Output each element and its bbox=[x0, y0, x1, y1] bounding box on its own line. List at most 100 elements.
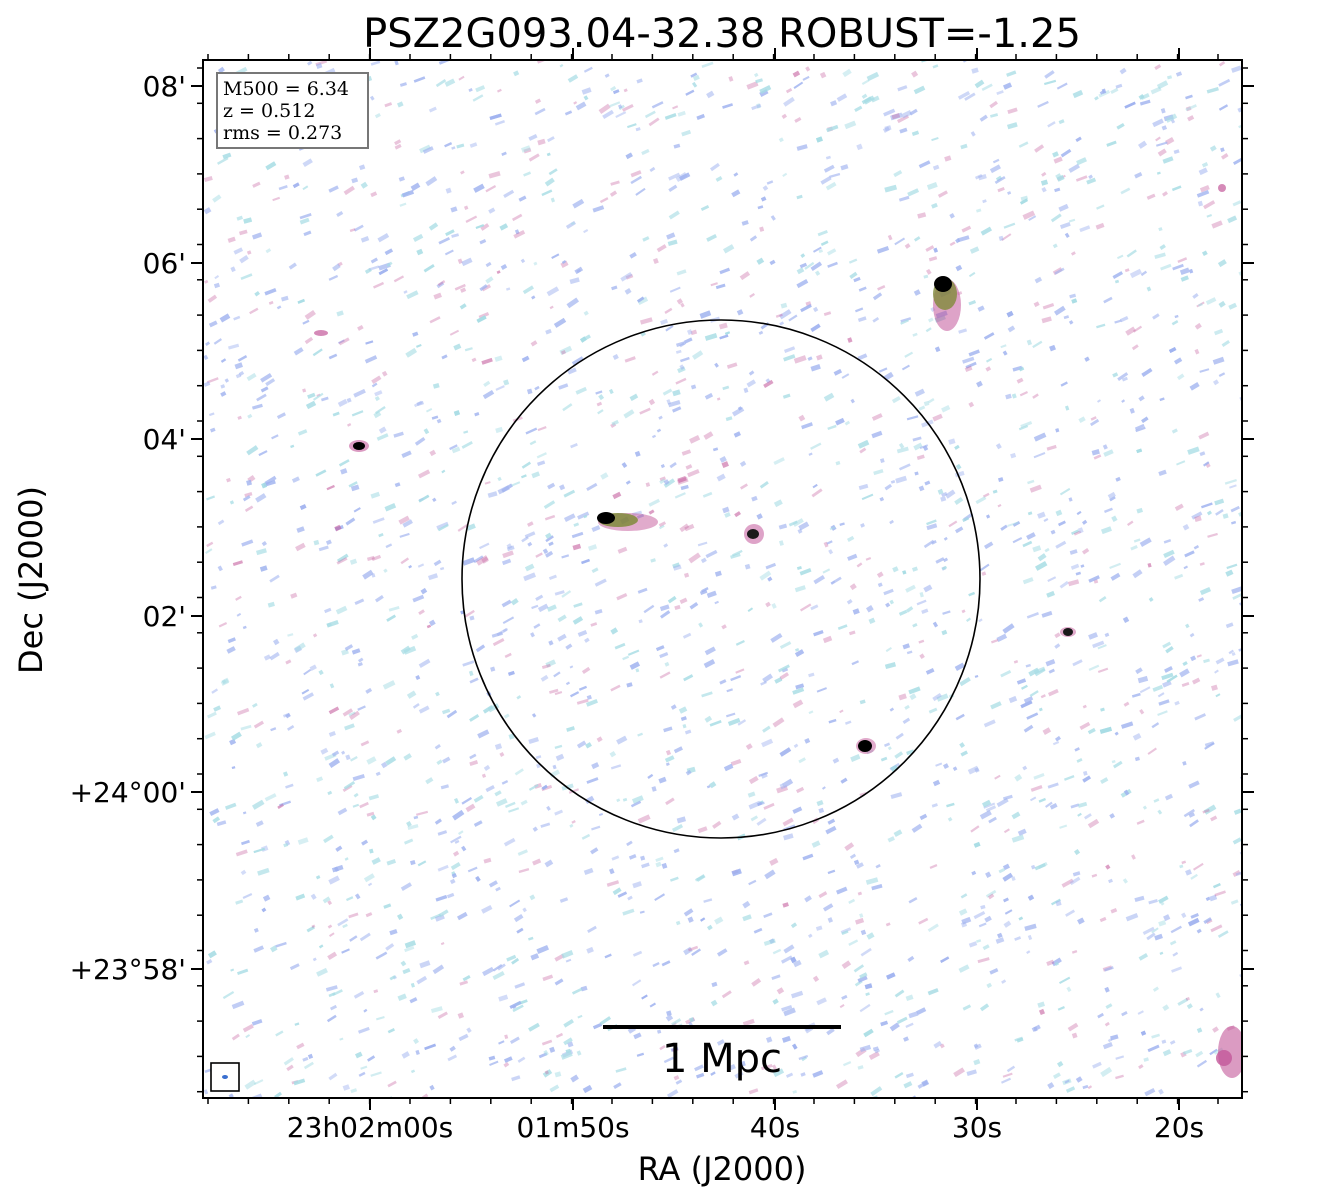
noise-speckle bbox=[666, 1010, 672, 1017]
x-axis-label: RA (J2000) bbox=[638, 1150, 807, 1188]
noise-speckle bbox=[667, 1089, 679, 1098]
noise-speckle bbox=[1002, 863, 1010, 871]
noise-speckle bbox=[696, 874, 706, 882]
noise-speckle bbox=[577, 629, 588, 637]
noise-speckle bbox=[714, 916, 724, 925]
noise-speckle bbox=[432, 497, 437, 502]
noise-speckle bbox=[328, 1072, 338, 1081]
noise-speckle bbox=[572, 543, 582, 551]
noise-speckle bbox=[808, 710, 814, 715]
noise-speckle bbox=[783, 833, 794, 841]
noise-speckle bbox=[598, 812, 604, 817]
noise-speckle bbox=[582, 1084, 593, 1094]
noise-speckle bbox=[1042, 302, 1055, 310]
noise-speckle bbox=[851, 660, 860, 666]
noise-speckle bbox=[555, 753, 565, 761]
noise-speckle bbox=[785, 88, 793, 94]
noise-speckle bbox=[857, 353, 868, 361]
noise-speckle bbox=[692, 350, 704, 360]
noise-speckle bbox=[969, 246, 980, 254]
noise-speckle bbox=[1054, 961, 1060, 966]
noise-speckle bbox=[612, 491, 622, 500]
noise-speckle bbox=[625, 152, 633, 160]
noise-speckle bbox=[1210, 924, 1223, 933]
noise-speckle bbox=[1126, 249, 1137, 258]
noise-speckle bbox=[1108, 878, 1113, 884]
noise-speckle bbox=[375, 771, 381, 777]
noise-speckle bbox=[825, 155, 831, 160]
noise-speckle bbox=[1194, 348, 1200, 355]
noise-speckle bbox=[663, 726, 673, 733]
noise-speckle bbox=[716, 473, 726, 482]
noise-speckle bbox=[236, 215, 243, 221]
noise-speckle bbox=[501, 599, 512, 608]
noise-speckle bbox=[560, 260, 569, 268]
noise-speckle bbox=[1162, 641, 1172, 649]
noise-speckle bbox=[578, 685, 588, 691]
noise-speckle bbox=[1097, 1012, 1104, 1019]
noise-speckle bbox=[659, 476, 666, 482]
noise-speckle bbox=[238, 370, 245, 377]
noise-speckle bbox=[1049, 344, 1056, 352]
noise-speckle bbox=[1011, 834, 1025, 843]
noise-speckle bbox=[1068, 218, 1076, 223]
noise-speckle bbox=[573, 522, 580, 527]
noise-speckle bbox=[1109, 496, 1116, 502]
noise-speckle bbox=[373, 281, 385, 289]
noise-speckle bbox=[374, 390, 383, 397]
noise-speckle bbox=[1186, 1003, 1193, 1010]
noise-speckle bbox=[1029, 690, 1039, 698]
noise-speckle bbox=[344, 723, 355, 731]
noise-speckle bbox=[355, 1051, 363, 1059]
noise-speckle bbox=[408, 565, 413, 569]
noise-speckle bbox=[1177, 257, 1188, 264]
noise-speckle bbox=[949, 241, 956, 247]
noise-speckle bbox=[497, 476, 502, 482]
noise-speckle bbox=[561, 259, 567, 264]
noise-speckle bbox=[340, 468, 348, 475]
noise-speckle bbox=[270, 945, 278, 953]
noise-speckle bbox=[235, 899, 244, 905]
noise-speckle bbox=[1046, 590, 1055, 598]
noise-speckle bbox=[748, 1088, 759, 1095]
noise-speckle bbox=[842, 68, 852, 78]
noise-speckle bbox=[1184, 550, 1195, 558]
noise-speckle bbox=[1159, 397, 1165, 402]
noise-speckle bbox=[297, 837, 309, 845]
noise-speckle bbox=[365, 687, 373, 694]
noise-speckle bbox=[1190, 873, 1198, 880]
noise-speckle bbox=[464, 205, 469, 210]
noise-speckle bbox=[1159, 244, 1166, 250]
noise-speckle bbox=[494, 743, 503, 750]
noise-speckle bbox=[252, 403, 263, 410]
noise-speckle bbox=[1007, 521, 1019, 527]
noise-speckle bbox=[889, 599, 894, 605]
noise-speckle bbox=[549, 1084, 560, 1093]
noise-speckle bbox=[715, 176, 723, 182]
noise-speckle bbox=[444, 142, 453, 148]
noise-speckle bbox=[682, 632, 692, 639]
noise-speckle bbox=[659, 651, 669, 659]
noise-speckle bbox=[917, 212, 927, 219]
noise-speckle bbox=[1185, 996, 1190, 1001]
noise-speckle bbox=[978, 618, 983, 623]
radio-source-center-extended bbox=[597, 512, 658, 531]
noise-speckle bbox=[1180, 275, 1189, 282]
noise-speckle bbox=[797, 528, 803, 534]
noise-speckle bbox=[1188, 780, 1200, 789]
noise-speckle bbox=[573, 602, 583, 608]
noise-speckle bbox=[1171, 428, 1178, 434]
noise-speckle bbox=[517, 1056, 526, 1063]
noise-speckle bbox=[996, 633, 1008, 643]
noise-speckle bbox=[242, 495, 251, 502]
noise-speckle bbox=[901, 110, 913, 119]
noise-speckle bbox=[394, 143, 402, 150]
noise-speckle bbox=[418, 705, 430, 714]
noise-speckle bbox=[328, 706, 340, 715]
noise-speckle bbox=[1172, 263, 1184, 271]
noise-speckle bbox=[596, 401, 603, 407]
noise-speckle bbox=[701, 61, 714, 68]
noise-speckle bbox=[545, 328, 552, 335]
noise-speckle bbox=[346, 896, 354, 902]
noise-speckle bbox=[823, 392, 835, 402]
